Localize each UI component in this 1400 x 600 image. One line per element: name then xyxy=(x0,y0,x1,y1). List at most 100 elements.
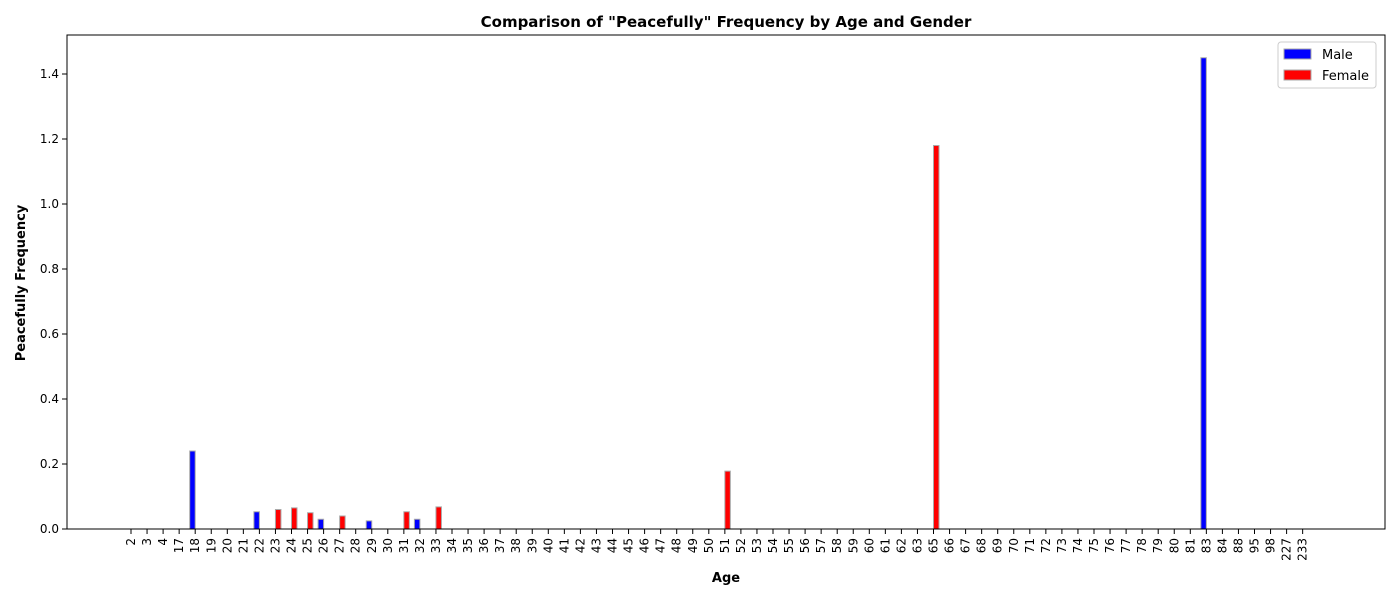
x-tick-label: 46 xyxy=(638,538,652,553)
x-tick-label: 3 xyxy=(140,538,154,546)
x-tick-label: 58 xyxy=(830,538,844,553)
x-tick-label: 56 xyxy=(798,538,812,553)
bar-male xyxy=(365,520,373,530)
x-tick-label: 40 xyxy=(541,538,555,553)
x-tick-label: 26 xyxy=(317,538,331,553)
x-tick-label: 51 xyxy=(718,538,732,553)
x-tick-label: 18 xyxy=(188,538,202,553)
x-tick-label: 68 xyxy=(975,538,989,553)
x-tick-label: 2 xyxy=(124,538,138,546)
bar-male xyxy=(1200,57,1207,530)
x-tick-label: 32 xyxy=(413,538,427,553)
x-tick-label: 61 xyxy=(878,538,892,553)
y-tick-label: 1.0 xyxy=(40,197,59,211)
x-tick-label: 74 xyxy=(1071,538,1085,553)
plot-area: 0.00.20.40.60.81.01.21.42 3 4 17 18 19 20 21 22 2… xyxy=(40,57,1310,561)
x-tick-label: 233 xyxy=(1296,538,1310,561)
x-tick-label: 49 xyxy=(686,538,700,553)
x-tick-label: 35 xyxy=(461,538,475,553)
x-tick-label: 66 xyxy=(943,538,957,553)
x-tick-label: 227 xyxy=(1280,538,1294,561)
x-tick-label: 21 xyxy=(236,538,250,553)
x-tick-label: 4 xyxy=(156,538,170,546)
x-tick-label: 75 xyxy=(1087,538,1101,553)
x-tick-label: 45 xyxy=(622,538,636,553)
x-tick-label: 47 xyxy=(654,538,668,553)
x-tick-label: 72 xyxy=(1039,538,1053,553)
legend-label-female: Female xyxy=(1322,69,1369,84)
x-tick-label: 24 xyxy=(285,538,299,553)
bar-male xyxy=(253,511,260,530)
x-tick-label: 25 xyxy=(301,538,315,553)
x-tick-label: 44 xyxy=(606,538,620,553)
x-tick-label: 43 xyxy=(589,538,603,553)
x-tick-label: 62 xyxy=(894,538,908,553)
x-tick-label: 17 xyxy=(172,538,186,553)
bar-male xyxy=(189,450,196,530)
x-tick-label: 23 xyxy=(268,538,282,553)
x-tick-label: 54 xyxy=(766,538,780,553)
x-tick-label: 48 xyxy=(670,538,684,553)
bar-female xyxy=(724,470,731,530)
x-tick-label: 31 xyxy=(397,538,411,553)
x-tick-label: 95 xyxy=(1248,538,1262,553)
legend-label-male: Male xyxy=(1322,48,1353,63)
x-tick-label: 39 xyxy=(525,538,539,553)
x-tick-label: 69 xyxy=(991,538,1005,553)
legend: Male Female xyxy=(1277,41,1377,89)
x-tick-label: 73 xyxy=(1055,538,1069,553)
bar-female xyxy=(435,506,442,530)
x-tick-label: 41 xyxy=(557,538,571,553)
x-tick-label: 60 xyxy=(862,538,876,553)
bar-female xyxy=(307,512,314,530)
x-tick-label: 33 xyxy=(429,538,443,553)
x-tick-label: 65 xyxy=(927,538,941,553)
x-tick-label: 78 xyxy=(1135,538,1149,553)
x-tick-label: 67 xyxy=(959,538,973,553)
x-tick-label: 29 xyxy=(365,538,379,553)
chart-title: Comparison of "Peacefully" Frequency by … xyxy=(481,13,972,31)
x-tick-label: 38 xyxy=(509,538,523,553)
x-tick-label: 59 xyxy=(846,538,860,553)
bar-female xyxy=(933,145,940,530)
x-tick-label: 98 xyxy=(1264,538,1278,553)
x-tick-label: 30 xyxy=(381,538,395,553)
x-tick-label: 37 xyxy=(493,538,507,553)
x-tick-label: 22 xyxy=(252,538,266,553)
x-axis-label: Age xyxy=(712,571,740,586)
x-tick-label: 20 xyxy=(220,538,234,553)
x-tick-label: 28 xyxy=(349,538,363,553)
x-tick-label: 34 xyxy=(445,538,459,553)
y-tick-label: 0.4 xyxy=(40,392,59,406)
legend-swatch-male xyxy=(1283,48,1312,60)
x-tick-label: 42 xyxy=(573,538,587,553)
x-tick-label: 63 xyxy=(910,538,924,553)
x-tick-label: 71 xyxy=(1023,538,1037,553)
x-tick-label: 27 xyxy=(333,538,347,553)
x-tick-label: 83 xyxy=(1199,538,1213,553)
y-tick-label: 1.4 xyxy=(40,67,59,81)
x-tick-label: 81 xyxy=(1183,538,1197,553)
x-tick-label: 88 xyxy=(1231,538,1245,553)
y-tick-label: 0.8 xyxy=(40,262,59,276)
x-tick-label: 36 xyxy=(477,538,491,553)
bar-female xyxy=(403,511,410,530)
y-tick-label: 0.2 xyxy=(40,457,59,471)
x-tick-label: 53 xyxy=(750,538,764,553)
y-tick-label: 0.0 xyxy=(40,522,59,536)
x-tick-label: 80 xyxy=(1167,538,1181,553)
x-tick-label: 52 xyxy=(734,538,748,553)
bar-female xyxy=(339,515,346,530)
x-tick-label: 57 xyxy=(814,538,828,553)
x-tick-label: 84 xyxy=(1215,538,1229,553)
x-tick-label: 79 xyxy=(1151,538,1165,553)
x-tick-label: 77 xyxy=(1119,538,1133,553)
bar-female xyxy=(291,507,298,530)
legend-swatch-female xyxy=(1283,69,1312,81)
bar-female xyxy=(274,509,282,530)
x-tick-label: 50 xyxy=(702,538,716,553)
x-tick-label: 70 xyxy=(1007,538,1021,553)
x-tick-label: 55 xyxy=(782,538,796,553)
y-tick-label: 0.6 xyxy=(40,327,59,341)
y-axis-label: Peacefully Frequency xyxy=(14,204,29,361)
